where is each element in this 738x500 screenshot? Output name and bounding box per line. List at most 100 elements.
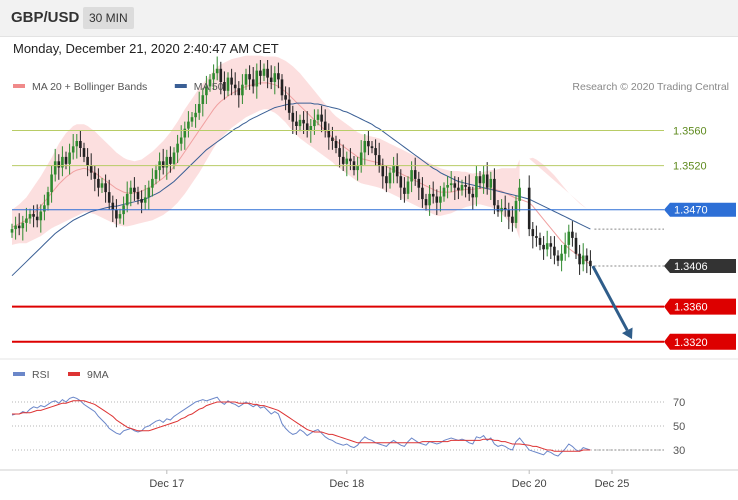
candle-body [284,95,287,100]
candle-body [104,183,107,193]
candle-body [298,119,302,127]
candle-body [514,200,518,223]
candle-body [413,170,417,179]
candle-body [460,185,464,191]
support-tag [664,333,736,350]
timestamp: Monday, December 21, 2020 2:40:47 AM CET [13,41,279,56]
forecast-arrow-shaft [591,265,629,332]
timeframe-button[interactable]: 30 MIN [83,7,134,29]
candle-body [334,141,338,148]
candle-body [442,187,446,197]
candle-body [219,68,223,82]
candle-body [57,161,61,168]
candle-body [215,68,219,74]
candle-body [341,156,345,164]
candle-body [431,193,435,197]
candle-body [176,143,179,153]
candle-body [269,77,273,82]
candle-body [585,255,589,261]
candle-body [93,172,97,179]
candle-body [140,199,143,203]
legend-label: 9MA [87,369,109,381]
candle-body [356,165,359,171]
rsi-tick-label: 50 [673,421,685,433]
ma50-line [11,102,591,277]
candle-body [28,214,32,219]
candle-body [143,197,147,203]
candle-body [464,185,467,187]
candle-body [50,174,53,193]
candle-body [439,196,442,203]
candle-body [118,214,122,219]
candle-body [197,104,201,113]
candle-body [370,146,374,149]
candle-body [320,114,323,122]
candle-body [291,112,295,122]
candle-body [305,123,309,131]
legend-swatch [174,84,187,88]
candle-body [241,84,244,96]
support-tag [664,298,736,315]
candle-body [338,148,341,157]
candle-body [323,121,327,131]
candle-body [518,187,521,201]
candle-body [223,82,226,91]
candle-body [161,161,165,168]
candle-body [295,121,298,126]
candle-body [169,156,172,164]
legend-label: MA 20 + Bollinger Bands [32,81,147,93]
candle-body [511,216,514,223]
candle-body [233,84,237,89]
candle-body [503,207,507,210]
candle-body [129,187,133,194]
candle-body [32,214,35,217]
candle-body [349,158,352,162]
candle-body [68,152,71,164]
candle-body [421,187,424,200]
candle-body [507,209,511,217]
candle-body [574,237,578,254]
candle-body [147,187,151,198]
symbol-title: GBP/USD [11,9,80,26]
candle-body [531,229,535,237]
candle-body [453,183,457,188]
candle-body [493,178,496,206]
candle-body [482,174,485,184]
candle-body [549,243,553,247]
last-price-label: 1.3406 [674,261,708,273]
candle-body [89,165,93,173]
legend-label: MA 50 [194,81,224,93]
candle-body [208,79,212,87]
candle-body [475,176,478,198]
candle-body [399,176,403,188]
candle-body [381,165,385,177]
candle-body [262,68,266,76]
candle-body [374,148,377,156]
candle-body [244,74,248,85]
candle-body [14,225,17,230]
rsi-9ma-line [12,400,591,452]
candle-body [589,260,592,267]
legend-label: RSI [32,369,50,381]
resistance-label: 1.3560 [673,125,707,137]
candle-body [392,165,395,173]
candle-body [61,156,64,168]
rsi-line [11,396,591,457]
candle-body [538,237,542,245]
candle-body [485,174,489,188]
credit-text: Research © 2020 Trading Central [572,81,729,93]
candle-body [35,216,39,221]
candle-body [309,126,313,131]
candle-body [255,70,259,87]
candle-body [563,244,567,254]
candle-body [457,187,460,191]
candle-body [21,222,25,229]
pivot-tag [664,202,736,217]
candle-body [183,128,187,138]
candle-body [266,68,269,78]
resistance-label: 1.3520 [673,161,707,173]
candle-body [86,156,89,166]
candle-body [115,209,118,219]
